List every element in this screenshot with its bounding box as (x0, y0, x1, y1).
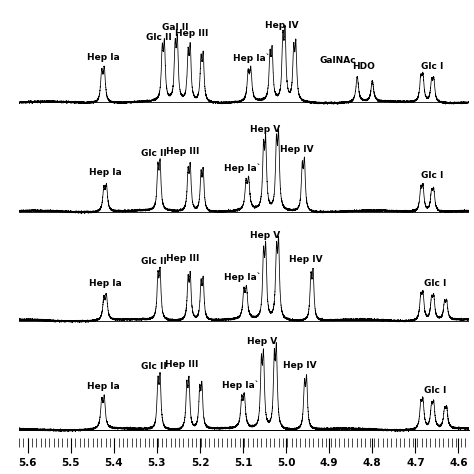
Text: Hep V: Hep V (250, 231, 281, 240)
Text: Hep Ia: Hep Ia (89, 168, 121, 177)
Text: Glc I: Glc I (424, 386, 446, 395)
Text: HDO: HDO (352, 63, 375, 72)
Text: Hep IV: Hep IV (283, 361, 317, 370)
Text: Glc II: Glc II (140, 256, 166, 265)
Text: 4.7: 4.7 (406, 458, 425, 468)
Text: Hep Ia: Hep Ia (89, 279, 121, 288)
Text: 4.6: 4.6 (449, 458, 468, 468)
Text: Glc I: Glc I (424, 279, 446, 288)
Text: Hep IV: Hep IV (265, 21, 299, 30)
Text: 5.0: 5.0 (277, 458, 295, 468)
Text: Hep Ia: Hep Ia (87, 53, 119, 62)
Text: Glc I: Glc I (421, 63, 444, 72)
Text: 5.6: 5.6 (18, 458, 37, 468)
Text: 5.5: 5.5 (62, 458, 80, 468)
Text: Hep Ia`: Hep Ia` (233, 54, 270, 63)
Text: Hep III: Hep III (166, 147, 200, 156)
Text: Hep Ia`: Hep Ia` (222, 380, 259, 390)
Text: Hep IV: Hep IV (280, 145, 314, 154)
Text: 5.3: 5.3 (147, 458, 166, 468)
Text: 5.2: 5.2 (191, 458, 209, 468)
Text: 5.1: 5.1 (234, 458, 252, 468)
Text: 5.4: 5.4 (104, 458, 123, 468)
Text: Hep III: Hep III (166, 254, 200, 263)
Text: 4.9: 4.9 (320, 458, 338, 468)
Text: Hep Ia`: Hep Ia` (224, 273, 262, 282)
Text: Hep III: Hep III (174, 29, 208, 38)
Text: Hep Ia: Hep Ia (87, 382, 119, 391)
Text: GalNAc: GalNAc (319, 56, 356, 65)
Text: Hep III: Hep III (165, 360, 199, 369)
Text: Hep V: Hep V (250, 125, 281, 134)
Text: Hep IV: Hep IV (289, 255, 322, 264)
Text: Glc II: Glc II (140, 149, 166, 158)
Text: 4.8: 4.8 (363, 458, 382, 468)
Text: Glc I: Glc I (421, 172, 444, 181)
Text: Glc II: Glc II (146, 33, 172, 42)
Text: Glc II: Glc II (140, 362, 166, 371)
Text: Gal II: Gal II (162, 23, 188, 32)
Text: Hep V: Hep V (247, 337, 278, 346)
Text: Hep Ia`: Hep Ia` (224, 164, 262, 173)
